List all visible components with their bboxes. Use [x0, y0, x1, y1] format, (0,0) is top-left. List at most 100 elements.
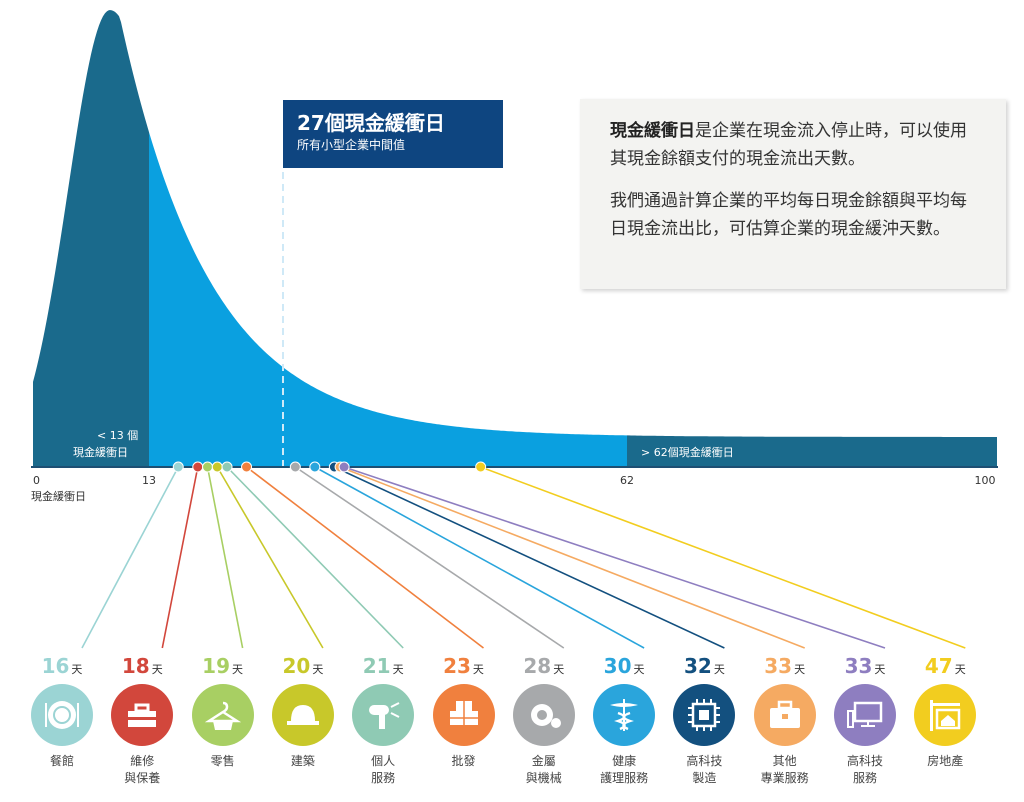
industry-item: 28 天金屬 與機械: [507, 652, 581, 787]
right-region-label: > 62個現金緩衝日: [641, 446, 734, 459]
chip-icon: [688, 699, 721, 731]
day-unit: 天: [954, 663, 966, 676]
median-callout-subtitle: 所有小型企業中間值: [297, 138, 406, 152]
industry-connector: [246, 466, 484, 649]
industry-name: 健康 護理服務: [600, 754, 649, 785]
industry-days: 19 天: [202, 654, 244, 678]
industry-item: 30 天健康 護理服務: [587, 652, 661, 787]
industry-days: 16 天: [41, 654, 83, 678]
boxes-icon: [449, 701, 478, 725]
industry-icon-circle: [271, 684, 334, 746]
industry-name: 餐館: [49, 754, 74, 768]
industry-name: 建築: [290, 754, 315, 768]
median-callout: 27個現金緩衝日 所有小型企業中間值: [283, 100, 503, 168]
industry-name: 高科技 服務: [846, 754, 883, 785]
industry-days: 30 天: [603, 654, 645, 678]
industry-connector: [206, 466, 244, 649]
industry-name: 房地產: [927, 754, 964, 768]
industry-item: 23 天批發: [427, 652, 501, 770]
hardhat-icon: [286, 705, 319, 725]
plate-icon: [45, 701, 79, 729]
x-tick-label: 0: [33, 474, 40, 487]
industry-icon-circle: [834, 684, 896, 746]
industry-marker: [202, 461, 214, 473]
industry-marker: [221, 461, 233, 473]
industry-icon-circle: [673, 684, 736, 746]
industry-days: 33 天: [764, 654, 806, 678]
day-unit: 天: [312, 663, 324, 676]
left-region-label-2: 現金緩衝日: [73, 446, 128, 459]
industry-marker: [475, 461, 487, 473]
definition-term: 現金緩衝日: [610, 121, 695, 141]
gear-icon: [530, 704, 561, 728]
definition-box: 現金緩衝日是企業在現金流入停止時，可以使用其現金餘額支付的現金流出天數。 我們通…: [580, 99, 1006, 289]
industry-item: 33 天高科技 服務: [828, 652, 902, 787]
industry-icon-circle: [31, 684, 93, 746]
hanger-icon: [204, 701, 241, 730]
industry-item: 21 天個人 服務: [346, 652, 420, 787]
industry-days: 20 天: [282, 654, 324, 678]
industry-marker: [172, 461, 184, 473]
industry-icon-circle: [352, 684, 415, 746]
hairdryer-icon: [369, 702, 400, 729]
method-paragraph: 我們通過計算企業的平均每日現金餘額與平均每日現金流出比，可估算企業的現金緩沖天數…: [610, 191, 967, 239]
industry-name: 維修 與保養: [124, 754, 161, 785]
industry-marker: [338, 461, 350, 473]
definition-text: 是企業在現金流入停止時，可以使用其現金餘額支付的現金流出天數。: [610, 121, 967, 169]
left-region-label-1: < 13 個: [97, 429, 139, 442]
industry-icon-circle: [593, 684, 656, 746]
industry-markers: [172, 461, 487, 473]
industry-days: 33 天: [844, 654, 886, 678]
industry-connector: [339, 466, 805, 649]
industry-item: 33 天其他 專業服務: [748, 652, 822, 787]
industry-name: 批發: [451, 754, 476, 768]
area-under-13-days: [33, 10, 149, 467]
area-over-62-days: [627, 435, 997, 467]
day-unit: 天: [392, 663, 404, 676]
industry-icon-circle: [191, 684, 254, 746]
industry-item: 47 天房地產: [908, 652, 982, 770]
industry-name: 零售: [210, 754, 235, 768]
day-unit: 天: [794, 663, 806, 676]
industry-marker: [211, 461, 223, 473]
industry-days: 47 天: [924, 654, 966, 678]
monitor-icon: [847, 701, 883, 728]
day-unit: 天: [151, 663, 163, 676]
industry-icon-circle: [753, 684, 816, 746]
x-axis-ticks: 0 13 62 100: [33, 474, 996, 487]
industry-marker: [192, 461, 204, 473]
area-13-to-62-days: [149, 132, 627, 467]
industry-name: 金屬 與機械: [525, 754, 562, 785]
industry-item: 19 天零售: [186, 652, 260, 770]
day-unit: 天: [232, 663, 244, 676]
day-unit: 天: [71, 663, 83, 676]
toolbox-icon: [128, 703, 157, 727]
x-tick-label: 100: [975, 474, 996, 487]
industry-name: 個人 服務: [371, 754, 396, 785]
day-unit: 天: [633, 663, 645, 676]
industry-connector: [314, 466, 645, 649]
industry-marker: [289, 461, 301, 473]
industry-days: 23 天: [443, 654, 484, 678]
industry-connector: [334, 466, 725, 649]
industry-item: 18 天維修 與保養: [105, 652, 179, 787]
industry-connector: [161, 466, 199, 649]
industry-icon-circle: [914, 684, 977, 746]
industry-connector: [343, 466, 886, 649]
x-tick-label: 62: [620, 474, 634, 487]
industry-connectors: [81, 466, 966, 649]
industry-connector: [226, 466, 404, 649]
industry-days: 18 天: [121, 654, 163, 678]
definition-paragraph: 現金緩衝日是企業在現金流入停止時，可以使用其現金餘額支付的現金流出天數。: [610, 117, 976, 173]
industry-name: 其他 專業服務: [760, 754, 809, 785]
industry-days: 32 天: [683, 654, 725, 678]
day-unit: 天: [553, 663, 565, 676]
industry-icon-circle: [111, 684, 174, 746]
industry-icon-circle: [432, 684, 495, 746]
industry-days: 21 天: [362, 654, 404, 678]
industry-item: 32 天高科技 製造: [667, 652, 741, 787]
industry-connector: [216, 466, 324, 649]
day-unit: 天: [713, 663, 725, 676]
industry-marker: [241, 461, 253, 473]
